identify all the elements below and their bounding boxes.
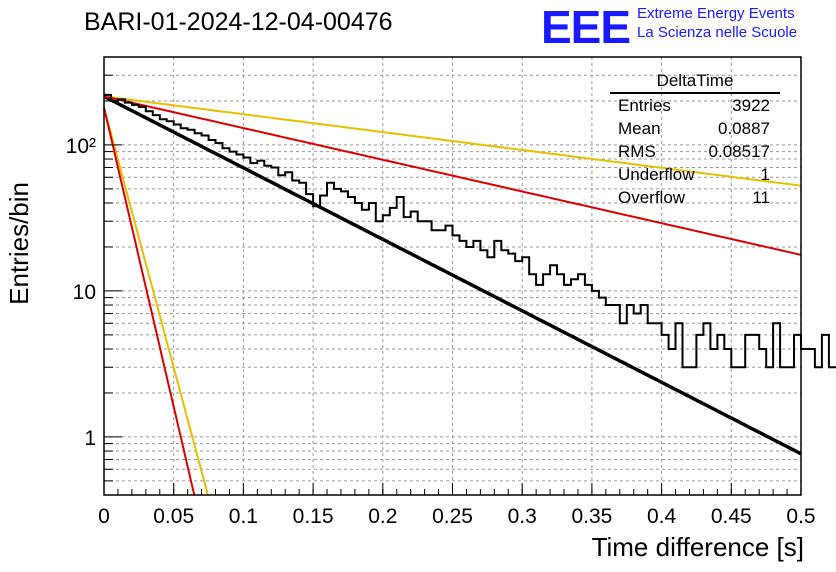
fit-curve bbox=[103, 94, 802, 456]
stats-value: 0.08517 bbox=[708, 142, 770, 161]
stats-row: Overflow 11 bbox=[610, 186, 780, 209]
stats-row: RMS 0.08517 bbox=[610, 140, 780, 163]
x-tick-label: 0.25 bbox=[432, 505, 473, 528]
fit-curve bbox=[103, 107, 209, 496]
y-tick-label: 10² bbox=[66, 135, 96, 158]
x-tick-label: 0.5 bbox=[786, 505, 815, 528]
stats-row: Underflow 1 bbox=[610, 163, 780, 186]
x-tick-label: 0.35 bbox=[571, 505, 612, 528]
fit-curves bbox=[103, 94, 802, 496]
stats-value: 11 bbox=[752, 188, 770, 207]
stats-row: Mean 0.0887 bbox=[610, 117, 780, 140]
y-axis: 1 10 10² bbox=[66, 56, 122, 496]
histogram-steps bbox=[104, 93, 836, 369]
x-axis: 0 0.05 0.1 0.15 0.2 0.25 0.3 0.35 0.4 0.45 0.5 bbox=[98, 483, 816, 528]
fit-curve bbox=[103, 107, 196, 496]
stats-label: Overflow bbox=[618, 188, 686, 207]
stats-label: Mean bbox=[618, 119, 661, 138]
stats-value: 0.0887 bbox=[718, 119, 770, 138]
logo-line-1: Extreme Energy Events bbox=[637, 5, 795, 22]
logo-line-2: La Scienza nelle Scuole bbox=[637, 24, 798, 41]
stats-label: Underflow bbox=[618, 165, 695, 184]
stats-label: RMS bbox=[618, 142, 656, 161]
x-tick-label: 0.1 bbox=[229, 505, 258, 528]
chart-title: BARI-01-2024-12-04-00476 bbox=[84, 8, 393, 36]
stats-value: 1 bbox=[760, 165, 770, 184]
stats-value: 3922 bbox=[732, 96, 770, 115]
y-axis-label: Entries/bin bbox=[4, 182, 34, 305]
logo-caption: Extreme Energy Events La Scienza nelle S… bbox=[637, 4, 797, 42]
stats-row: Entries 3922 bbox=[610, 94, 780, 117]
stats-title: DeltaTime bbox=[610, 71, 780, 94]
x-tick-label: 0.45 bbox=[711, 505, 752, 528]
fit-curve bbox=[103, 95, 802, 187]
fit-curve bbox=[103, 95, 802, 256]
x-axis-label: Time difference [s] bbox=[591, 532, 804, 562]
stats-label: Entries bbox=[618, 96, 671, 115]
x-tick-label: 0.2 bbox=[368, 505, 397, 528]
stats-box: DeltaTime Entries 3922 Mean 0.0887 RMS 0.0851… bbox=[610, 71, 780, 209]
y-tick-label: 10 bbox=[73, 281, 96, 304]
x-tick-label: 0.15 bbox=[293, 505, 334, 528]
x-tick-label: 0 bbox=[98, 505, 110, 528]
y-tick-label: 1 bbox=[84, 427, 96, 450]
x-tick-label: 0.4 bbox=[647, 505, 677, 528]
eee-logo: EEE bbox=[541, 1, 631, 53]
x-tick-label: 0.05 bbox=[153, 505, 194, 528]
x-tick-label: 0.3 bbox=[508, 505, 537, 528]
